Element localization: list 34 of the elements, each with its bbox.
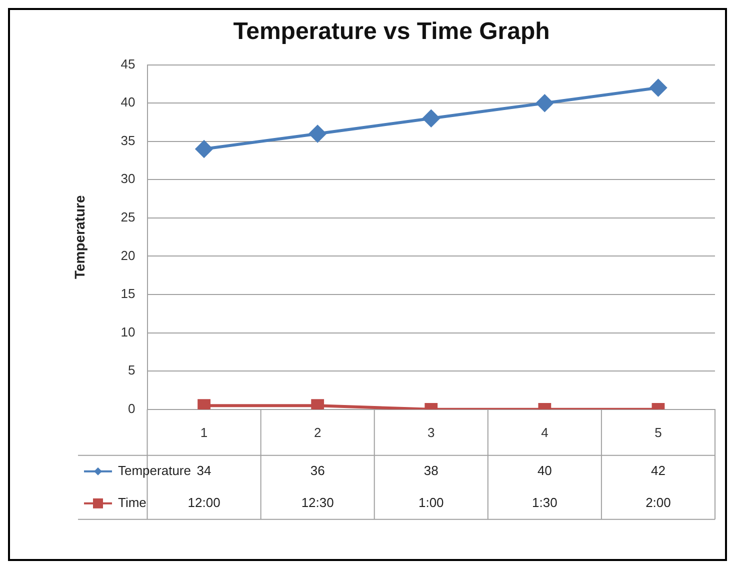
- y-tick-label: 5: [128, 362, 136, 378]
- y-tick-label: 35: [120, 132, 136, 148]
- x-tick-label: 2: [314, 424, 322, 440]
- point: [422, 110, 440, 127]
- y-tick-label: 25: [120, 210, 136, 225]
- point: [650, 79, 667, 96]
- y-tick-label: 20: [120, 248, 136, 263]
- point: [196, 140, 213, 158]
- y-tick-label: 40: [120, 94, 136, 110]
- x-tick-label: 1: [200, 424, 208, 440]
- text: 1:30: [532, 494, 558, 510]
- point: [536, 94, 554, 112]
- y-tick-label: 45: [120, 56, 136, 72]
- chart-title: Temperature vs Time Graph: [233, 18, 550, 46]
- legend-label: Time: [118, 494, 146, 510]
- data-label: 34: [196, 462, 212, 478]
- x-tick-label: 3: [428, 424, 435, 440]
- data-label: 36: [310, 462, 325, 478]
- y-tick-label: 10: [120, 324, 136, 340]
- legend-label: Temperature: [118, 462, 191, 478]
- data-label: 42: [650, 462, 666, 478]
- text: 12:00: [188, 494, 220, 510]
- text: 1:00: [418, 494, 444, 510]
- text: 2:00: [646, 494, 671, 510]
- x-tick-label: 4: [541, 424, 548, 440]
- x-tick-label: 5: [654, 424, 662, 440]
- point: [309, 125, 326, 142]
- data-label: 38: [424, 462, 438, 478]
- y-tick-label: 15: [120, 286, 136, 302]
- y-axis-title: Temperature: [71, 195, 88, 279]
- y-tick-label: 0: [128, 400, 136, 416]
- text: 12:30: [301, 494, 334, 510]
- y-tick-label: 30: [120, 171, 136, 186]
- data-label: 40: [537, 462, 552, 478]
